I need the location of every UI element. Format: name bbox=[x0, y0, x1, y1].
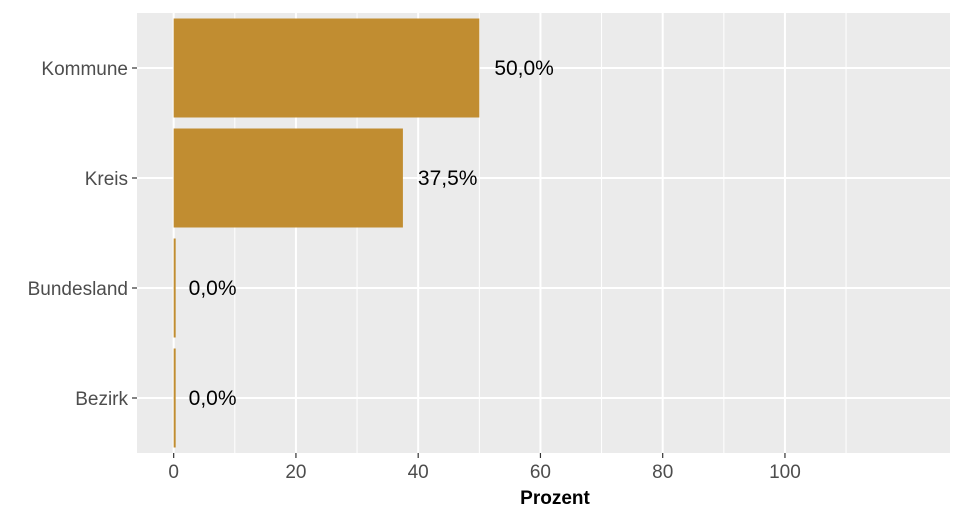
y-axis: Kommune Kreis Bundesland Bezirk bbox=[28, 59, 137, 410]
bars bbox=[173, 18, 480, 448]
x-tick-label: 20 bbox=[285, 462, 306, 483]
y-tick-label: Kreis bbox=[85, 169, 128, 190]
x-tick-label: 100 bbox=[769, 462, 801, 483]
data-label: 0,0% bbox=[189, 387, 237, 410]
x-tick-label: 0 bbox=[168, 462, 179, 483]
x-axis: 0 20 40 60 80 100 bbox=[168, 453, 801, 483]
data-labels: 50,0% 37,5% 0,0% 0,0% bbox=[189, 57, 554, 410]
y-tick-label: Kommune bbox=[41, 59, 128, 80]
data-label: 50,0% bbox=[494, 57, 554, 80]
y-tick-label: Bezirk bbox=[75, 389, 128, 410]
bar-kreis bbox=[173, 128, 403, 228]
bar-bundesland bbox=[173, 238, 176, 338]
y-tick-label: Bundesland bbox=[28, 279, 128, 300]
x-tick-label: 60 bbox=[530, 462, 551, 483]
x-tick-label: 80 bbox=[652, 462, 673, 483]
data-label: 37,5% bbox=[418, 167, 478, 190]
x-axis-title: Prozent bbox=[520, 488, 590, 509]
x-tick-label: 40 bbox=[408, 462, 429, 483]
bar-bezirk bbox=[173, 348, 176, 448]
bar-kommune bbox=[173, 18, 480, 118]
data-label: 0,0% bbox=[189, 277, 237, 300]
